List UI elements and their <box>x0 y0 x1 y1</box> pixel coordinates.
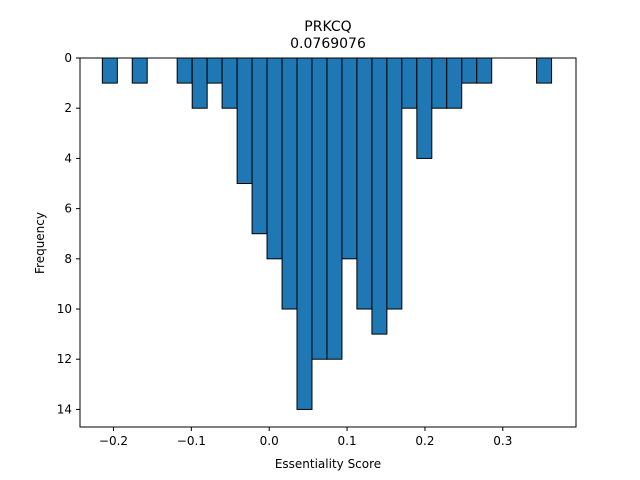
histogram-bar <box>296 57 313 410</box>
x-axis-label: Essentiality Score <box>275 457 381 471</box>
y-axis-label: Frequency <box>33 212 47 274</box>
histogram-bar <box>206 57 223 84</box>
histogram-bar <box>356 57 373 310</box>
bars-group <box>101 57 553 410</box>
histogram-bar <box>401 57 418 109</box>
histogram-bar <box>446 57 463 109</box>
histogram-bar <box>476 57 493 84</box>
histogram-bar <box>131 57 148 84</box>
histogram-bar <box>236 57 253 185</box>
histogram-bar <box>386 57 403 310</box>
histogram-bar <box>536 57 553 84</box>
x-tick-label: 0.0 <box>260 434 279 448</box>
x-tick-label: 0.1 <box>338 434 357 448</box>
x-axis-ticks: −0.2 −0.1 0.0 0.1 0.2 0.3 <box>99 427 512 448</box>
x-tick-label: −0.2 <box>99 434 128 448</box>
chart-title: PRKCQ <box>304 19 351 35</box>
y-axis-ticks: 0 2 4 6 8 10 12 14 <box>57 51 80 416</box>
histogram-bar <box>266 57 283 260</box>
histogram-bar <box>221 57 238 109</box>
plot-area-frame <box>79 57 577 428</box>
y-tick-label: 12 <box>57 352 72 366</box>
y-tick-label: 4 <box>64 151 72 165</box>
x-tick-label: 0.2 <box>415 434 434 448</box>
histogram-bar <box>371 57 388 335</box>
histogram-bar <box>431 57 448 109</box>
y-tick-label: 14 <box>57 402 72 416</box>
histogram-bar <box>176 57 193 84</box>
histogram-bar <box>101 57 118 84</box>
histogram-bar <box>311 57 328 360</box>
x-tick-label: −0.1 <box>177 434 206 448</box>
histogram-bar <box>461 57 478 84</box>
x-tick-label: 0.3 <box>493 434 512 448</box>
histogram-bar <box>326 57 343 360</box>
y-tick-label: 0 <box>64 51 72 65</box>
histogram-bar <box>281 57 298 310</box>
chart-subtitle: 0.0769076 <box>290 36 366 52</box>
histogram-bar <box>341 57 358 260</box>
histogram-bar <box>416 57 433 159</box>
y-tick-label: 8 <box>64 252 72 266</box>
y-tick-label: 10 <box>57 302 72 316</box>
histogram-bar <box>251 57 268 235</box>
histogram-bar <box>191 57 208 109</box>
y-tick-label: 6 <box>64 202 72 216</box>
y-tick-label: 2 <box>64 101 72 115</box>
